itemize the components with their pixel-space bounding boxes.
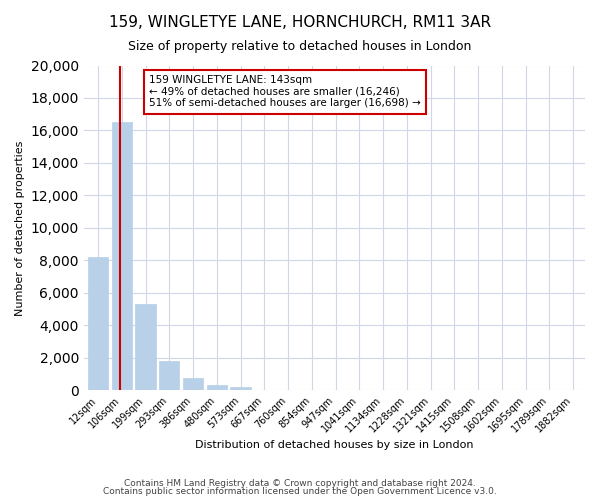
Bar xyxy=(159,361,179,390)
Text: Size of property relative to detached houses in London: Size of property relative to detached ho… xyxy=(128,40,472,53)
Bar xyxy=(230,387,251,390)
Y-axis label: Number of detached properties: Number of detached properties xyxy=(15,140,25,316)
Bar xyxy=(207,386,227,390)
Text: Contains public sector information licensed under the Open Government Licence v3: Contains public sector information licen… xyxy=(103,487,497,496)
Text: 159, WINGLETYE LANE, HORNCHURCH, RM11 3AR: 159, WINGLETYE LANE, HORNCHURCH, RM11 3A… xyxy=(109,15,491,30)
Bar xyxy=(136,304,155,390)
X-axis label: Distribution of detached houses by size in London: Distribution of detached houses by size … xyxy=(195,440,473,450)
Bar xyxy=(112,122,132,390)
Bar xyxy=(183,378,203,390)
Text: Contains HM Land Registry data © Crown copyright and database right 2024.: Contains HM Land Registry data © Crown c… xyxy=(124,478,476,488)
Text: 159 WINGLETYE LANE: 143sqm
← 49% of detached houses are smaller (16,246)
51% of : 159 WINGLETYE LANE: 143sqm ← 49% of deta… xyxy=(149,75,421,108)
Bar xyxy=(88,257,108,390)
